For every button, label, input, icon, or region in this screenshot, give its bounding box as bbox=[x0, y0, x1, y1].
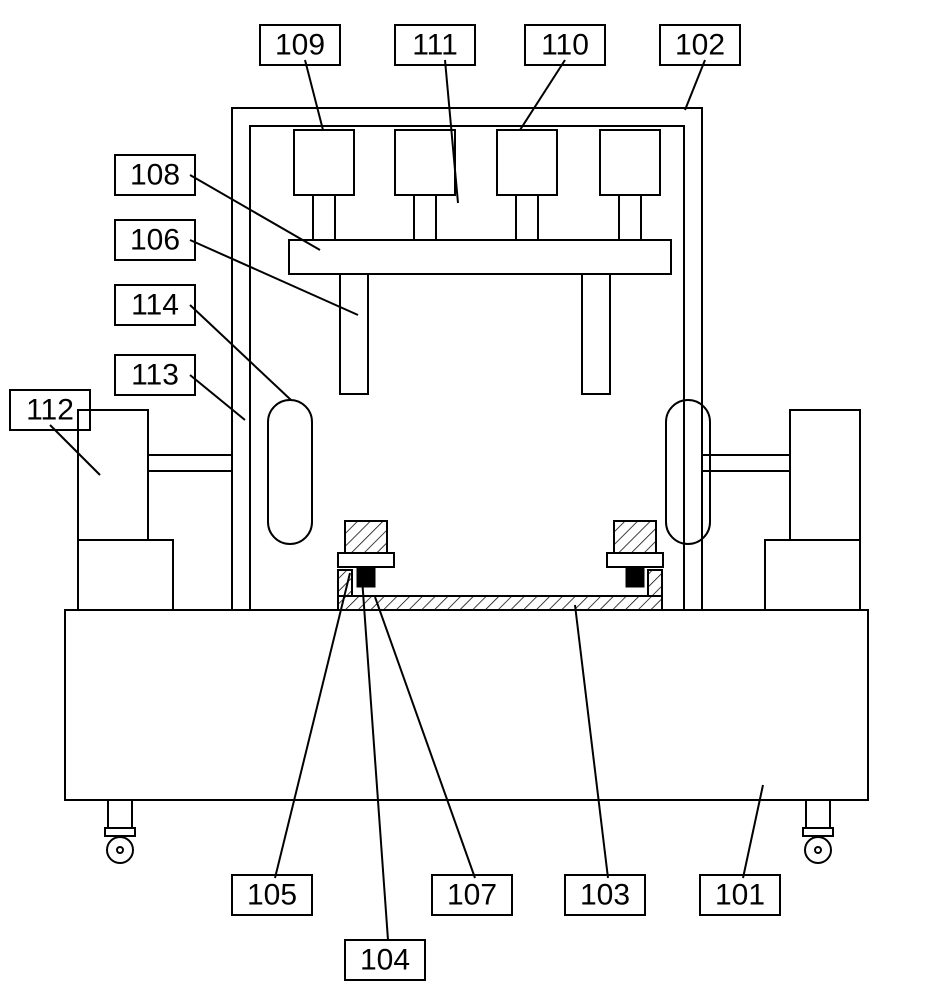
label-text: 111 bbox=[412, 29, 458, 62]
label-text: 107 bbox=[447, 879, 497, 912]
caster-right bbox=[803, 800, 833, 863]
leader-108 bbox=[190, 175, 320, 250]
leader-104 bbox=[362, 578, 388, 940]
cylinder-3 bbox=[600, 130, 660, 195]
stud-nut-1 bbox=[626, 567, 644, 587]
figure bbox=[105, 108, 833, 863]
cylinder-rod-3 bbox=[619, 195, 641, 240]
leader-111 bbox=[445, 60, 458, 203]
label-text: 113 bbox=[131, 359, 179, 392]
leader-105 bbox=[275, 573, 350, 878]
cylinder-rod-1 bbox=[414, 195, 436, 240]
beam-108 bbox=[289, 240, 671, 274]
motor-right bbox=[790, 410, 860, 540]
shaft-left-113 bbox=[148, 455, 232, 471]
leader-113 bbox=[190, 375, 245, 420]
cylinder-rod-2 bbox=[516, 195, 538, 240]
label-text: 101 bbox=[715, 879, 765, 912]
stud-cap-1 bbox=[614, 521, 656, 553]
stud-plate-0 bbox=[338, 553, 394, 567]
cylinder-0 bbox=[294, 130, 354, 195]
label-text: 102 bbox=[675, 29, 725, 62]
leader-103 bbox=[575, 605, 608, 878]
label-text: 108 bbox=[130, 159, 180, 192]
tray-floor-103 bbox=[338, 596, 662, 610]
label-text: 106 bbox=[130, 224, 180, 257]
leader-109 bbox=[305, 60, 323, 130]
label-text: 105 bbox=[247, 879, 297, 912]
caster-left bbox=[105, 800, 135, 863]
cylinder-1 bbox=[395, 130, 455, 195]
leader-106 bbox=[190, 240, 358, 315]
leader-110 bbox=[520, 60, 565, 130]
pedestal-right bbox=[765, 540, 860, 610]
label-text: 109 bbox=[275, 29, 325, 62]
label-text: 103 bbox=[580, 879, 630, 912]
leader-107 bbox=[375, 597, 475, 878]
label-text: 104 bbox=[360, 944, 410, 977]
disk-left-114 bbox=[268, 400, 312, 544]
cylinder-2 bbox=[497, 130, 557, 195]
cylinder-rod-0 bbox=[313, 195, 335, 240]
pedestal-left bbox=[78, 540, 173, 610]
leader-102 bbox=[685, 60, 705, 110]
shaft-right bbox=[702, 455, 790, 471]
downtube-right bbox=[582, 274, 610, 394]
label-text: 110 bbox=[541, 29, 589, 62]
leader-114 bbox=[190, 305, 291, 400]
downtube-left-106 bbox=[340, 274, 368, 394]
leader-101 bbox=[743, 785, 763, 878]
label-text: 114 bbox=[131, 289, 179, 322]
leader-112 bbox=[50, 425, 100, 475]
stud-cap-0 bbox=[345, 521, 387, 553]
stud-nut-0 bbox=[357, 567, 375, 587]
base-101 bbox=[65, 610, 868, 800]
label-text: 112 bbox=[26, 394, 74, 427]
stud-plate-1 bbox=[607, 553, 663, 567]
